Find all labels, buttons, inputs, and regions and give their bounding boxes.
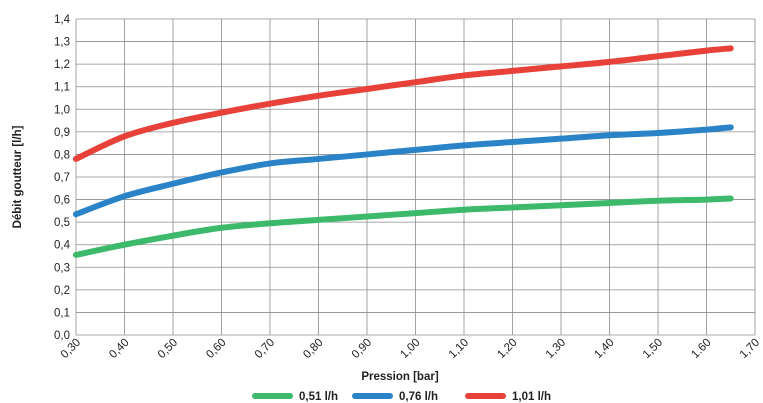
legend-label: 0,51 l/h [299, 391, 338, 403]
x-tick-label: 1,40 [592, 337, 616, 361]
y-tick-label: 0,7 [54, 172, 70, 184]
x-tick-label: 0,90 [350, 337, 374, 361]
y-tick-label: 0,1 [54, 307, 70, 319]
x-tick-label: 0,50 [156, 337, 180, 361]
x-tick-labels: 0,30 0,40 0,50 0,60 0,70 0,80 0,90 1,00 1,10 1,20… [59, 337, 762, 361]
legend-label: 0,76 l/h [399, 391, 438, 403]
y-tick-label: 1,2 [54, 59, 70, 71]
series-lines [73, 45, 734, 258]
legend: 0,51 l/h 0,76 l/h 1,01 l/h [252, 391, 551, 403]
x-tick-label: 0,60 [204, 337, 228, 361]
y-tick-label: 0,4 [54, 240, 71, 252]
x-tick-label: 1,10 [447, 337, 471, 361]
grid-lines [75, 18, 756, 336]
x-tick-label: 1,50 [641, 337, 665, 361]
series-line [73, 124, 734, 218]
x-tick-label: 1,30 [544, 337, 568, 361]
x-tick-label: 0,70 [253, 337, 277, 361]
x-tick-label: 1.60 [689, 337, 713, 361]
y-tick-label: 0,9 [54, 127, 70, 139]
x-tick-label: 1,20 [495, 337, 519, 361]
y-tick-label: 0,2 [54, 285, 70, 297]
y-tick-label: 0,0 [54, 330, 70, 342]
y-tick-label: 1,1 [54, 82, 70, 94]
y-tick-label: 0,5 [54, 217, 70, 229]
y-tick-label: 0,6 [54, 195, 70, 207]
series-line [73, 195, 734, 258]
y-tick-label: 0,3 [54, 262, 70, 274]
y-tick-label: 0,8 [54, 149, 70, 161]
y-axis-title: Débit goutteur [l/h] [12, 125, 24, 228]
y-tick-label: 1,3 [54, 37, 70, 49]
x-tick-label: 0,80 [301, 337, 325, 361]
legend-label: 1,01 l/h [512, 391, 551, 403]
y-tick-label: 1,0 [54, 104, 70, 116]
x-tick-label: 1,70 [738, 337, 762, 361]
x-axis-title: Pression [bar] [361, 371, 438, 383]
x-tick-label: 1,00 [398, 337, 422, 361]
y-tick-labels: 0,0 0,1 0,2 0,3 0,4 0,5 0,6 0,7 0,8 0,9 1,0 1,1 1,2 1… [54, 14, 71, 342]
x-tick-label: 0,40 [107, 337, 131, 361]
series-line [73, 45, 734, 162]
y-tick-label: 1,4 [54, 14, 71, 26]
